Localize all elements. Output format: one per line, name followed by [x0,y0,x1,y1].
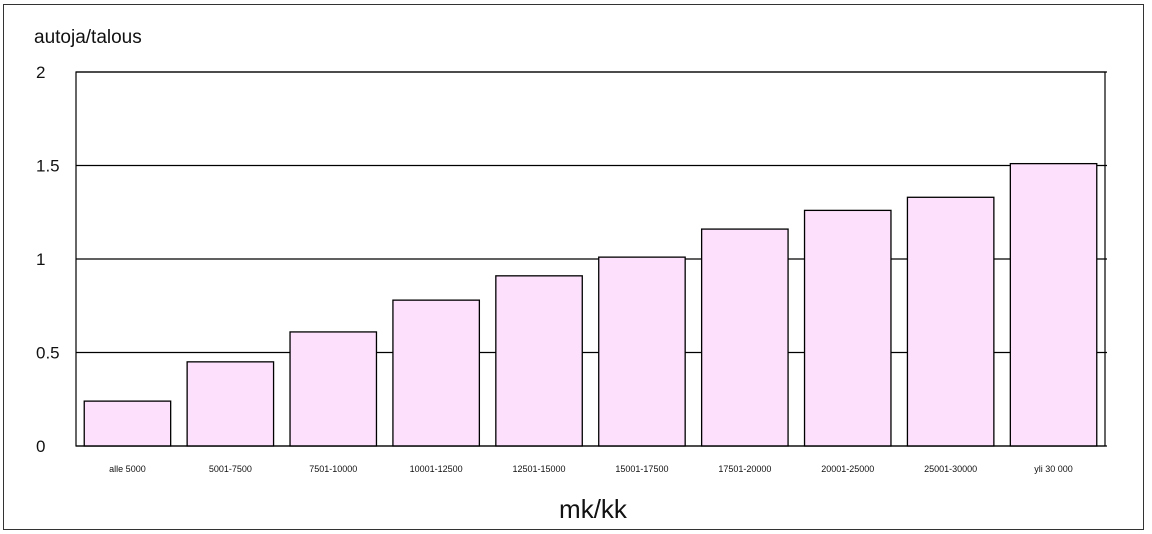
x-tick-label: yli 30 000 [1034,464,1073,474]
x-tick-label: 5001-7500 [209,464,252,474]
bar-6 [598,256,686,447]
bar-3 [289,331,378,447]
bar-4 [392,299,481,447]
x-tick-labels: alle 5000 5001-7500 7501-10000 10001-12500 1… [109,464,1073,474]
bar-5 [495,275,583,447]
bar-8 [803,209,892,447]
plot-area-border [75,71,1106,447]
y-tick-label: 0 [36,437,45,456]
x-axis-label: mk/kk [559,494,628,524]
y-tick-labels: 0 0.5 1 1.5 2 [36,63,60,456]
y-tick-label: 0.5 [36,344,60,363]
bar-2 [186,361,275,447]
x-tick-label: 7501-10000 [309,464,357,474]
bar-10 [1009,162,1098,447]
bars [83,162,1098,447]
y-tick-label: 2 [36,63,45,82]
x-tick-label: 25001-30000 [924,464,977,474]
x-tick-label: 20001-25000 [821,464,874,474]
bar-9 [906,196,995,447]
x-tick-label: 10001-12500 [410,464,463,474]
bar-1 [83,400,172,447]
y-tick-label: 1.5 [36,157,60,176]
x-tick-label: 15001-17500 [615,464,668,474]
y-axis-label: autoja/talous [34,27,142,48]
x-tick-label: 17501-20000 [718,464,771,474]
y-tick-label: 1 [36,250,45,269]
bar-7 [700,228,789,447]
x-tick-label: alle 5000 [109,464,146,474]
x-tick-label: 12501-15000 [513,464,566,474]
